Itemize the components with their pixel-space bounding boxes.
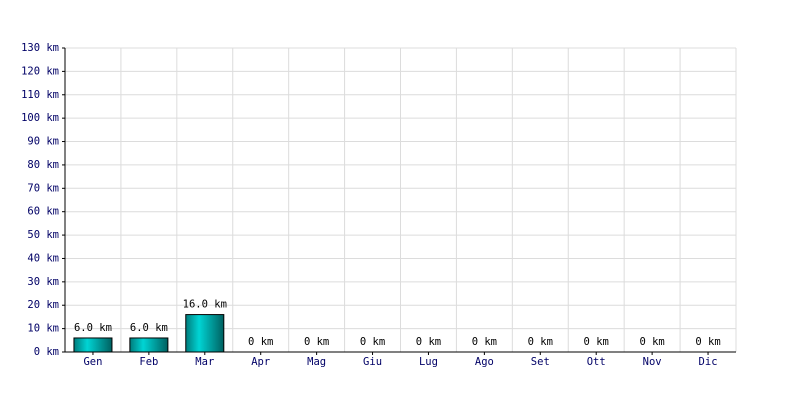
value-label: 6.0 km — [130, 322, 168, 334]
value-label: 0 km — [584, 336, 609, 348]
x-tick-label: Giu — [363, 356, 382, 368]
y-tick-label: 50 km — [27, 229, 59, 241]
y-tick-label: 40 km — [27, 252, 59, 264]
value-label: 0 km — [360, 336, 385, 348]
x-tick-label: Set — [531, 356, 550, 368]
y-tick-label: 0 km — [34, 346, 59, 358]
value-label: 0 km — [416, 336, 441, 348]
y-tick-label: 30 km — [27, 276, 59, 288]
value-label: 16.0 km — [183, 299, 227, 311]
bar — [185, 314, 225, 353]
value-label: 0 km — [639, 336, 664, 348]
y-tick-label: 100 km — [21, 112, 59, 124]
y-tick-label: 20 km — [27, 299, 59, 311]
value-label: 0 km — [528, 336, 553, 348]
y-tick-label: 70 km — [27, 182, 59, 194]
y-tick-label: 120 km — [21, 65, 59, 77]
value-label: 0 km — [695, 336, 720, 348]
y-tick-label: 10 km — [27, 323, 59, 335]
x-tick-label: Apr — [251, 356, 270, 368]
y-tick-label: 90 km — [27, 136, 59, 148]
x-tick-label: Feb — [139, 356, 158, 368]
value-label: 0 km — [304, 336, 329, 348]
bar — [129, 337, 169, 353]
y-tick-label: 110 km — [21, 89, 59, 101]
x-tick-label: Mar — [195, 356, 214, 368]
value-label: 0 km — [472, 336, 497, 348]
x-tick-label: Ago — [475, 356, 494, 368]
x-tick-label: Gen — [83, 356, 102, 368]
value-label: 0 km — [248, 336, 273, 348]
x-tick-label: Lug — [419, 356, 438, 368]
y-tick-label: 60 km — [27, 206, 59, 218]
value-label: 6.0 km — [74, 322, 112, 334]
x-tick-label: Nov — [643, 356, 662, 368]
y-tick-label: 130 km — [21, 42, 59, 54]
x-tick-label: Ott — [587, 356, 606, 368]
bar — [73, 337, 113, 353]
x-tick-label: Mag — [307, 356, 326, 368]
y-tick-label: 80 km — [27, 159, 59, 171]
x-tick-label: Dic — [699, 356, 718, 368]
